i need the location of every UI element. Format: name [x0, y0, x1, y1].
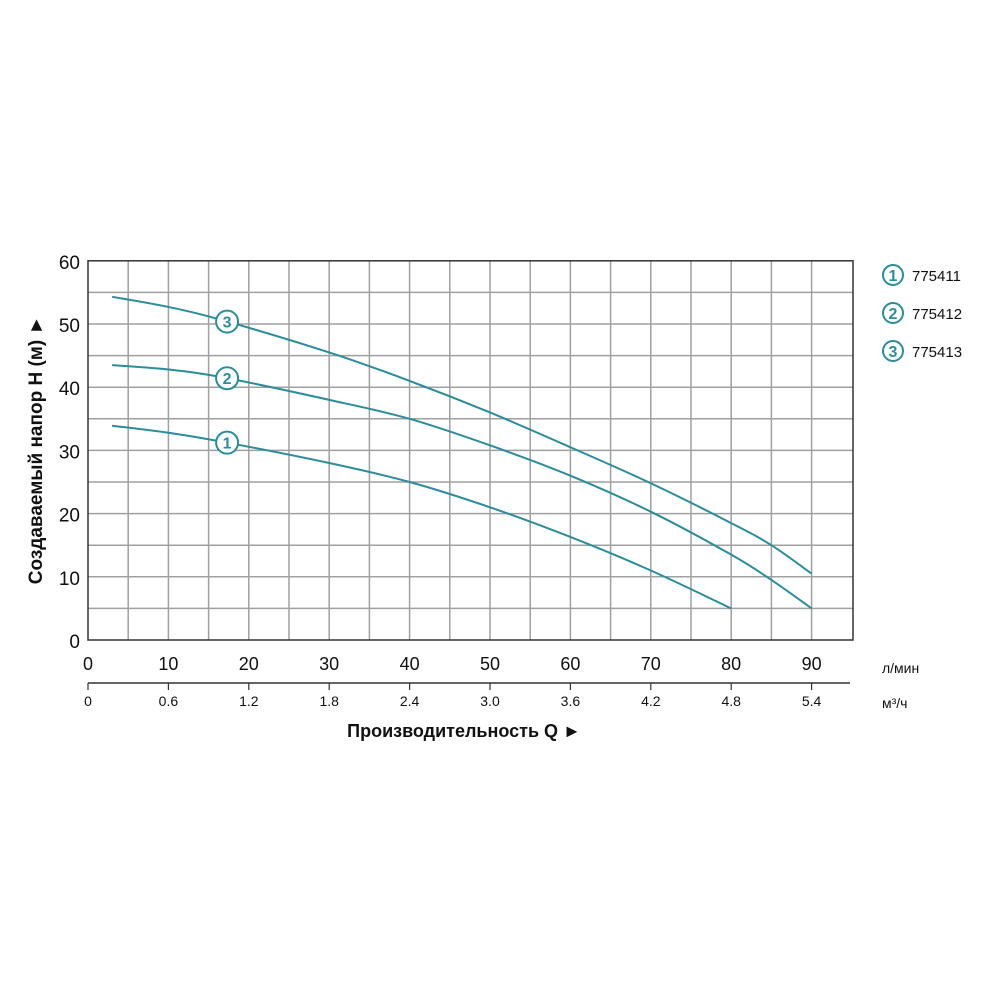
x2-tick-label: 3.6 — [561, 693, 581, 709]
y-tick-label: 30 — [59, 442, 80, 463]
x-unit-label: л/мин — [882, 660, 919, 676]
x-tick-label: 40 — [400, 654, 420, 674]
x-tick-label: 80 — [721, 654, 741, 674]
y-tick-label: 40 — [59, 379, 80, 400]
x2-tick-label: 2.4 — [400, 693, 420, 709]
x-tick-label: 90 — [802, 654, 822, 674]
x-tick-label: 30 — [319, 654, 339, 674]
legend: 1 775411 2 775412 3 775413 — [882, 264, 962, 362]
curve-marker-label: 2 — [223, 371, 232, 388]
legend-marker-circle — [882, 264, 904, 286]
curves: 1 2 3 — [111, 295, 813, 610]
x-axis-title: Производительность Q ► — [347, 721, 581, 741]
y-tick-label: 20 — [59, 506, 80, 527]
x-tick-label: 60 — [560, 654, 580, 674]
legend-marker-label: 1 — [889, 268, 898, 285]
y-tick-label: 50 — [59, 316, 80, 337]
x2-tick-label: 1.8 — [319, 693, 339, 709]
curve-775411 — [111, 424, 732, 610]
grid — [88, 260, 853, 640]
x2-tick-label: 4.8 — [721, 693, 741, 709]
legend-entry: 775413 — [912, 344, 962, 361]
x-tick-label: 10 — [158, 654, 178, 674]
x-tick-label: 0 — [83, 654, 93, 674]
curve-marker-circle — [215, 309, 240, 334]
legend-marker-circle — [882, 302, 904, 324]
legend-marker-label: 3 — [889, 344, 898, 361]
y-tick-label: 60 — [59, 253, 80, 274]
legend-entry: 775412 — [912, 306, 962, 323]
x2-tick-label: 0 — [84, 693, 92, 709]
x2-tick-label: 4.2 — [641, 693, 661, 709]
x2-tick-label: 3.0 — [480, 693, 500, 709]
x-tick-label: 70 — [641, 654, 661, 674]
axes: 0 10 20 30 40 50 60 0 10 20 30 40 50 60 70 80 90 0 0.6 1.2 1… — [59, 253, 854, 709]
x2-tick-label: 5.4 — [802, 693, 822, 709]
x2-tick-label: 1.2 — [239, 693, 259, 709]
y-tick-label: 0 — [69, 632, 80, 653]
x-tick-label: 50 — [480, 654, 500, 674]
y-tick-label: 10 — [59, 569, 80, 590]
y-axis-title: Создаваемый напор H (м) ► — [26, 316, 47, 585]
legend-marker-label: 2 — [889, 306, 898, 323]
legend-entry: 775411 — [912, 268, 961, 285]
curve-marker-label: 3 — [223, 315, 232, 332]
legend-marker-circle — [882, 340, 904, 362]
curve-marker-circle — [215, 430, 240, 455]
x-tick-label: 20 — [239, 654, 259, 674]
curve-marker-label: 1 — [223, 436, 232, 453]
curve-marker-circle — [215, 366, 240, 391]
plot-frame — [87, 260, 854, 641]
x2-unit-label: м³/ч — [882, 695, 907, 711]
x2-tick-label: 0.6 — [159, 693, 179, 709]
